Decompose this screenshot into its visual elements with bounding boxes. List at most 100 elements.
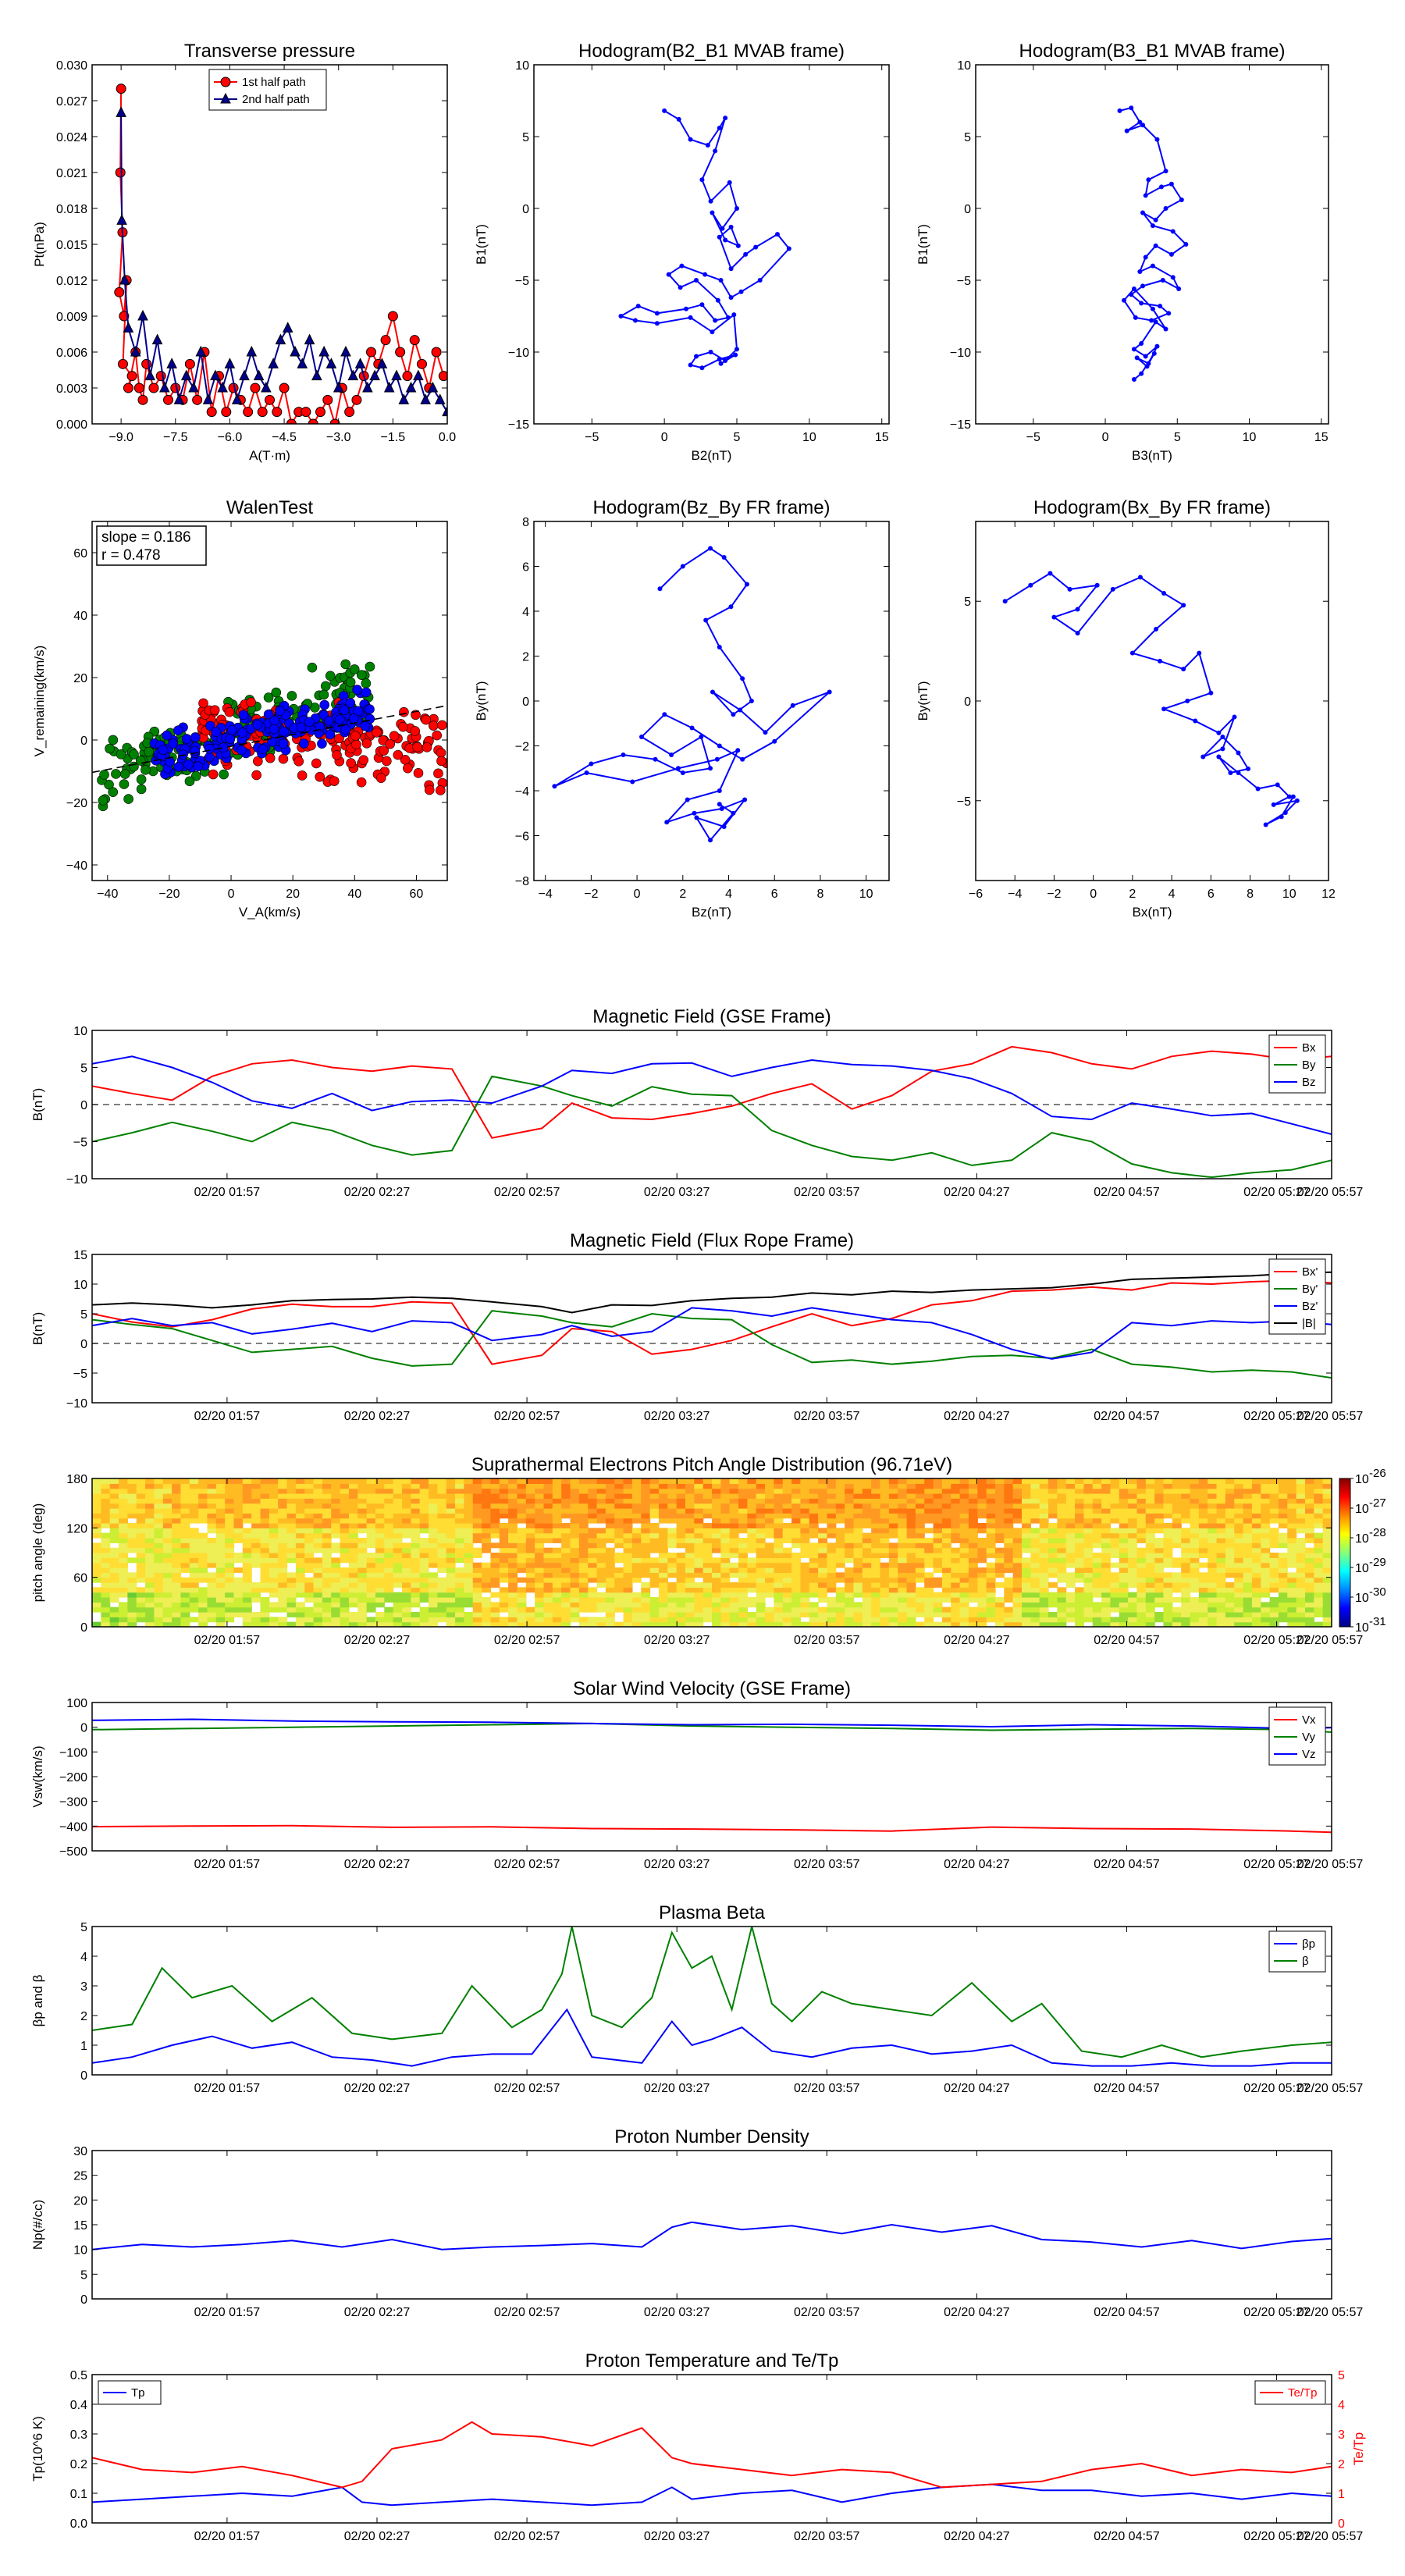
heatmap-cell	[959, 1553, 969, 1558]
heatmap-cell	[508, 1538, 518, 1543]
heatmap-cell	[233, 1532, 244, 1539]
heatmap-cell	[1128, 1503, 1138, 1509]
heatmap-cell	[800, 1602, 810, 1608]
heatmap-cell	[845, 1612, 855, 1617]
data-point	[133, 382, 144, 393]
heatmap-cell	[561, 1567, 571, 1573]
data-point	[278, 753, 289, 764]
heatmap-cell	[729, 1542, 739, 1549]
heatmap-cell	[393, 1508, 403, 1514]
heatmap-cell	[791, 1597, 802, 1603]
heatmap-cell	[189, 1517, 199, 1524]
heatmap-cell	[490, 1523, 500, 1528]
heatmap-cell	[225, 1478, 235, 1484]
heatmap-cell	[738, 1503, 748, 1509]
heatmap-cell	[517, 1478, 527, 1484]
heatmap-cell	[482, 1587, 492, 1593]
heatmap-cell	[172, 1488, 182, 1494]
heatmap-cell	[313, 1503, 323, 1509]
heatmap-cell	[888, 1587, 898, 1593]
heatmap-cell	[765, 1528, 774, 1534]
heatmap-cell	[1022, 1612, 1031, 1617]
heatmap-cell	[712, 1557, 721, 1564]
heatmap-cell	[1048, 1582, 1058, 1588]
heatmap-cell	[631, 1592, 642, 1598]
heatmap-cell	[384, 1553, 394, 1558]
heatmap-cell	[649, 1513, 660, 1519]
data-point	[666, 272, 671, 277]
heatmap-cell	[1101, 1508, 1112, 1514]
heatmap-cell	[853, 1577, 863, 1583]
heatmap-cell	[251, 1508, 261, 1514]
heatmap-cell	[588, 1597, 598, 1603]
heatmap-cell	[499, 1483, 509, 1489]
heatmap-cell	[101, 1523, 111, 1528]
heatmap-cell	[242, 1542, 252, 1549]
heatmap-cell	[543, 1528, 553, 1534]
heatmap-cell	[774, 1606, 784, 1613]
heatmap-cell	[348, 1532, 358, 1539]
heatmap-cell	[720, 1532, 731, 1539]
data-point	[717, 357, 722, 362]
heatmap-cell	[490, 1493, 500, 1499]
data-point	[325, 671, 336, 681]
heatmap-cell	[552, 1582, 562, 1588]
heatmap-cell	[968, 1528, 978, 1534]
data-point	[753, 244, 759, 250]
heatmap-cell	[685, 1553, 695, 1558]
heatmap-cell	[322, 1602, 332, 1608]
heatmap-cell	[490, 1557, 500, 1564]
heatmap-cell	[685, 1621, 695, 1627]
heatmap-cell	[596, 1577, 606, 1583]
heatmap-cell	[941, 1592, 951, 1598]
series-line-1	[92, 1310, 1332, 1379]
heatmap-cell	[402, 1582, 411, 1588]
heatmap-cell	[924, 1617, 934, 1623]
heatmap-cell	[215, 1557, 226, 1564]
heatmap-cell	[1022, 1498, 1031, 1504]
heatmap-cell	[101, 1538, 111, 1543]
heatmap-cell	[525, 1557, 535, 1564]
heatmap-cell	[525, 1523, 535, 1528]
data-point	[727, 180, 732, 185]
heatmap-cell	[517, 1532, 527, 1539]
heatmap-cell	[286, 1528, 297, 1534]
heatmap-cell	[1208, 1503, 1218, 1509]
heatmap-cell	[1128, 1542, 1138, 1549]
heatmap-cell	[623, 1592, 633, 1598]
heatmap-cell	[366, 1517, 376, 1524]
heatmap-cell	[605, 1567, 615, 1573]
heatmap-cell	[1234, 1478, 1244, 1484]
heatmap-cell	[1101, 1621, 1112, 1627]
heatmap-cell	[729, 1523, 739, 1528]
heatmap-cell	[535, 1493, 545, 1499]
heatmap-cell	[906, 1528, 916, 1534]
heatmap-cell	[765, 1621, 774, 1627]
heatmap-cell	[278, 1592, 288, 1598]
chart-mag_gse: Magnetic Field (GSE Frame)−10−5051002/20…	[30, 1006, 1363, 1199]
heatmap-cell	[658, 1532, 668, 1539]
heatmap-cell	[1145, 1508, 1155, 1514]
heatmap-cell	[127, 1597, 137, 1603]
heatmap-cell	[304, 1542, 315, 1549]
heatmap-cell	[499, 1478, 509, 1484]
heatmap-cell	[959, 1617, 969, 1623]
heatmap-cell	[570, 1567, 580, 1573]
heatmap-cell	[225, 1553, 235, 1558]
heatmap-cell	[968, 1617, 978, 1623]
heatmap-cell	[269, 1602, 279, 1608]
heatmap-cell	[782, 1538, 792, 1543]
heatmap-cell	[561, 1498, 571, 1504]
heatmap-cell	[357, 1602, 368, 1608]
heatmap-cell	[845, 1517, 855, 1524]
heatmap-cell	[215, 1572, 226, 1578]
heatmap-cell	[1022, 1503, 1031, 1509]
heatmap-cell	[225, 1517, 235, 1524]
heatmap-cell	[809, 1621, 819, 1627]
heatmap-cell	[189, 1587, 199, 1593]
heatmap-cell	[340, 1597, 350, 1603]
heatmap-cell	[702, 1612, 713, 1617]
heatmap-cell	[322, 1503, 332, 1509]
heatmap-cell	[1172, 1621, 1182, 1627]
heatmap-cell	[994, 1517, 1005, 1524]
